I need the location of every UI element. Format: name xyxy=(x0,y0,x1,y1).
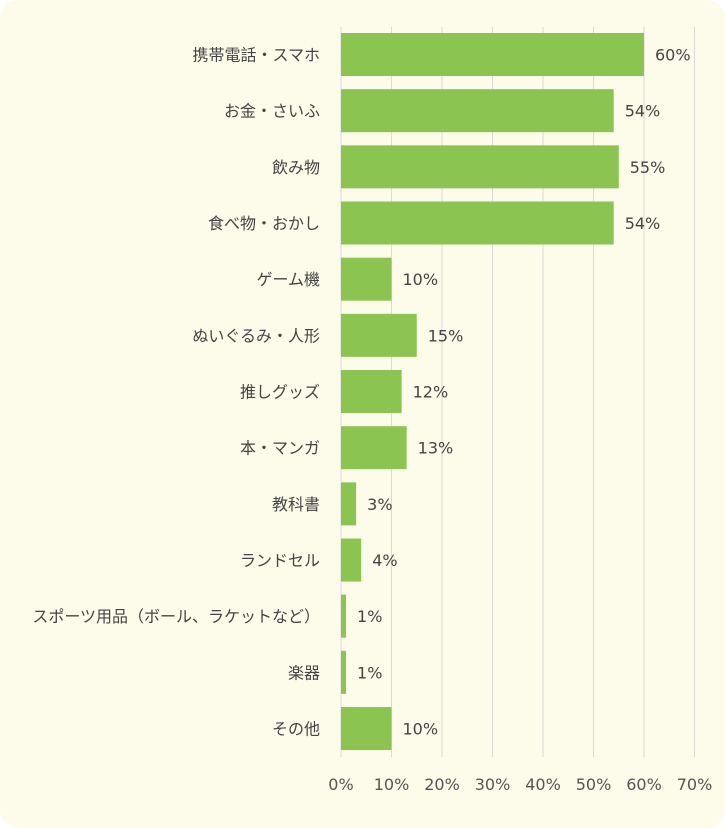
value-label: 54% xyxy=(625,102,661,121)
bar xyxy=(341,594,347,638)
x-tick-label: 70% xyxy=(677,775,713,794)
x-tick-label: 20% xyxy=(424,775,460,794)
x-tick-label: 60% xyxy=(626,775,662,794)
value-label: 55% xyxy=(630,158,666,177)
x-tick-label: 40% xyxy=(525,775,561,794)
bar xyxy=(341,370,402,414)
bar xyxy=(341,201,614,245)
bar xyxy=(341,482,357,526)
category-label: その他 xyxy=(272,720,320,739)
value-label: 13% xyxy=(418,439,454,458)
category-label: 食べ物・おかし xyxy=(208,214,320,233)
x-axis-tick-labels: 0% 10% 20% 30% 40% 50% 60% 70% xyxy=(328,775,712,794)
bar xyxy=(341,89,614,133)
x-tick-label: 30% xyxy=(475,775,511,794)
category-labels: 携帯電話・スマホお金・さいふ飲み物食べ物・おかしゲーム機ぬいぐるみ・人形推しグッ… xyxy=(32,46,320,739)
category-label: ぬいぐるみ・人形 xyxy=(192,326,320,345)
category-label: スポーツ用品（ボール、ラケットなど） xyxy=(32,607,320,626)
value-label: 12% xyxy=(413,383,449,402)
value-label: 15% xyxy=(428,326,464,345)
category-label: 推しグッズ xyxy=(240,383,320,402)
value-label: 1% xyxy=(357,607,382,626)
category-label: 楽器 xyxy=(288,663,320,682)
value-label: 10% xyxy=(403,720,439,739)
value-label: 1% xyxy=(357,663,382,682)
value-label: 54% xyxy=(625,214,661,233)
value-label: 4% xyxy=(372,551,397,570)
category-label: 本・マンガ xyxy=(240,439,320,458)
x-tick-label: 0% xyxy=(328,775,353,794)
bar xyxy=(341,538,362,582)
category-label: ゲーム機 xyxy=(256,270,320,289)
bar xyxy=(341,426,407,470)
category-label: お金・さいふ xyxy=(224,102,320,121)
bar xyxy=(341,707,392,751)
bar xyxy=(341,257,392,301)
bar xyxy=(341,33,644,76)
category-label: 教科書 xyxy=(272,495,320,514)
value-label: 60% xyxy=(655,46,691,65)
bar xyxy=(341,145,619,189)
bar xyxy=(341,313,417,357)
bar xyxy=(341,650,347,694)
bars xyxy=(341,33,644,751)
value-label: 10% xyxy=(403,270,439,289)
value-label: 3% xyxy=(367,495,392,514)
value-labels: 60% 54% 55% 54% 10% 15% 12% 13% 3% 4% 1% 1% 10% xyxy=(357,46,691,739)
x-tick-label: 10% xyxy=(374,775,410,794)
category-label: 携帯電話・スマホ xyxy=(192,46,320,65)
x-tick-label: 50% xyxy=(576,775,612,794)
category-label: 飲み物 xyxy=(272,158,320,177)
category-label: ランドセル xyxy=(240,551,320,570)
